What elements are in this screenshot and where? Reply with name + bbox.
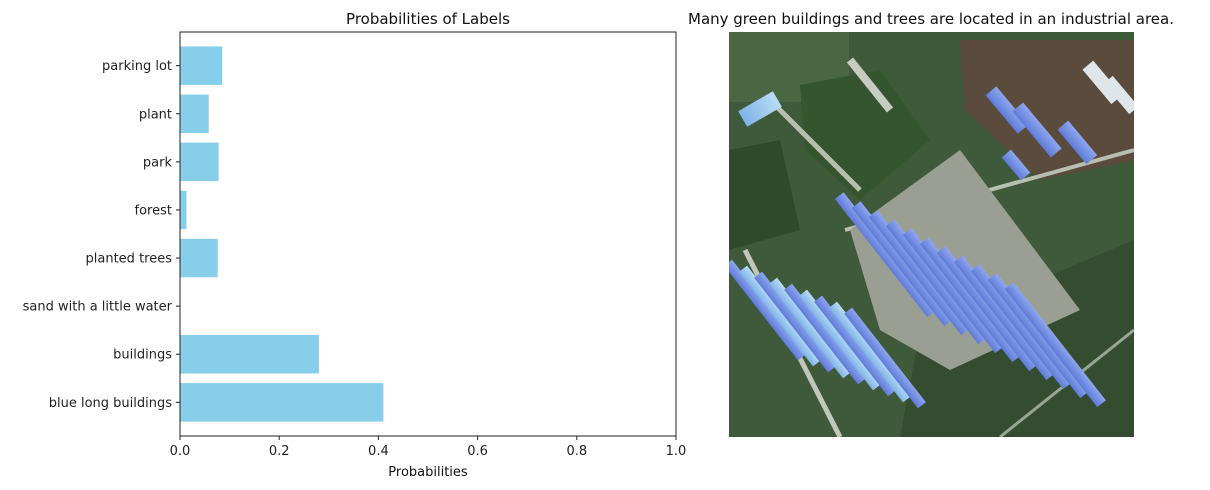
building-roof	[902, 228, 1004, 354]
building-roof	[844, 307, 926, 409]
building-roof	[936, 246, 1038, 372]
x-axis-label: Probabilities	[388, 465, 468, 480]
building-roof	[919, 237, 1021, 363]
y-tick-label: park	[143, 155, 173, 170]
bar-blue-long-buildings	[180, 383, 384, 422]
building-roof	[834, 192, 936, 318]
bars-group	[180, 46, 384, 422]
x-tick-label: 1.0	[666, 444, 687, 459]
bar-parking-lot	[180, 46, 223, 85]
bar-park	[180, 142, 219, 182]
y-tick-label: buildings	[113, 348, 172, 363]
building-roof	[754, 271, 836, 373]
aerial-photo	[729, 32, 1134, 437]
building-roof	[739, 265, 821, 367]
building-roof	[885, 219, 987, 345]
building-rows-center	[834, 192, 1106, 408]
y-tick-label: plant	[139, 107, 172, 122]
y-tick-label: forest	[135, 203, 172, 218]
y-tick-label: sand with a little water	[23, 300, 173, 315]
y-tick-label: blue long buildings	[49, 396, 172, 411]
plot-frame	[179, 31, 677, 437]
building-roof	[1004, 282, 1106, 408]
x-ticks: 0.0 0.2 0.4 0.6 0.8 1.0	[170, 436, 687, 459]
building-roof	[829, 301, 911, 403]
building-roof	[799, 289, 881, 391]
chart-title: Probabilities of Labels	[346, 10, 510, 28]
building-roof	[970, 264, 1072, 390]
image-caption: Many green buildings and trees are locat…	[688, 10, 1174, 28]
y-tick-label: planted trees	[86, 252, 173, 267]
building-roof	[814, 295, 896, 397]
x-tick-label: 0.8	[566, 444, 587, 459]
building-roof	[784, 283, 866, 385]
building-roof	[729, 259, 806, 361]
y-tick-labels: parking lot plant park forest planted trees s…	[23, 59, 180, 411]
x-tick-label: 0.2	[269, 444, 290, 459]
x-tick-label: 0.6	[467, 444, 488, 459]
building-roof	[868, 210, 970, 336]
x-tick-label: 0.0	[170, 444, 191, 459]
bar-forest	[180, 190, 187, 230]
building-roof	[987, 273, 1089, 399]
building-roof	[769, 277, 851, 379]
bar-chart: Probabilities of Labels parking lot plant…	[23, 10, 687, 480]
aerial-image-panel: Many green buildings and trees are locat…	[688, 10, 1174, 437]
y-tick-label: parking lot	[102, 59, 172, 74]
building-rows-left	[729, 259, 926, 409]
bar-planted-trees	[180, 238, 218, 278]
building-roof	[851, 201, 953, 327]
x-tick-label: 0.4	[368, 444, 389, 459]
bar-buildings	[180, 335, 319, 374]
building-roof	[953, 255, 1055, 381]
bar-plant	[180, 94, 209, 133]
